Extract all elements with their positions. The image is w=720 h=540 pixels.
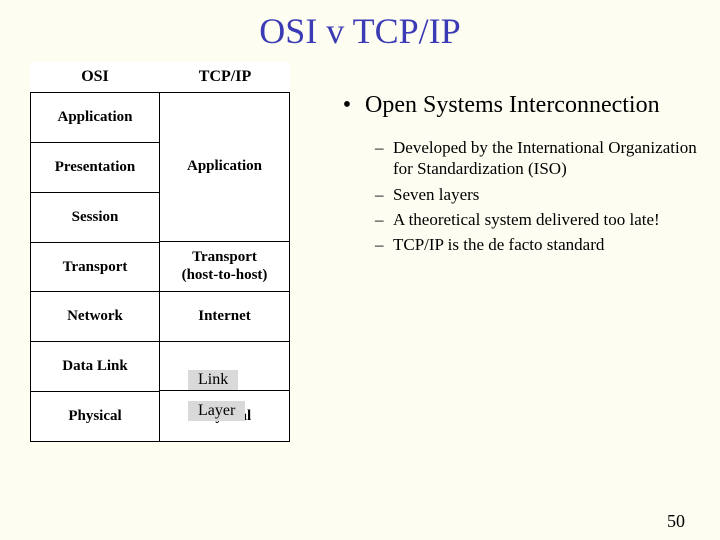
slide: OSI v TCP/IP OSI TCP/IP ApplicationPrese… <box>0 10 720 540</box>
sub-bullet-item: Developed by the International Organizat… <box>375 137 700 180</box>
sub-bullet-item: A theoretical system delivered too late! <box>375 209 700 230</box>
main-bullet-text: Open Systems Interconnection <box>365 92 660 119</box>
osi-layer-cell: Transport <box>31 243 159 293</box>
osi-layer-cell: Application <box>31 93 159 143</box>
osi-layer-cell: Network <box>31 292 159 342</box>
osi-layer-cell: Presentation <box>31 143 159 193</box>
header-tcpip: TCP/IP <box>160 62 290 92</box>
page-number: 50 <box>667 511 685 532</box>
main-bullet: • Open Systems Interconnection <box>335 92 700 119</box>
osi-layer-cell: Session <box>31 193 159 243</box>
diagram-header-row: OSI TCP/IP <box>30 62 290 92</box>
tcpip-layer-cell: Transport (host-to-host) <box>160 242 289 292</box>
tcpip-layer-cell: Internet <box>160 292 289 342</box>
bullet-dot-icon: • <box>335 92 359 119</box>
osi-column: ApplicationPresentationSessionTransportN… <box>30 92 160 442</box>
sub-bullet-item: TCP/IP is the de facto standard <box>375 234 700 255</box>
header-osi: OSI <box>30 62 160 92</box>
content-row: OSI TCP/IP ApplicationPresentationSessio… <box>0 52 720 442</box>
diagram-body: ApplicationPresentationSessionTransportN… <box>30 92 290 442</box>
osi-tcp-diagram: OSI TCP/IP ApplicationPresentationSessio… <box>30 62 290 442</box>
overlay-label: Layer <box>188 401 245 421</box>
diagram-column: OSI TCP/IP ApplicationPresentationSessio… <box>20 52 310 442</box>
osi-layer-cell: Data Link <box>31 342 159 392</box>
tcpip-layer-cell: Application <box>160 93 289 242</box>
sub-bullet-list: Developed by the International Organizat… <box>335 137 700 255</box>
text-column: • Open Systems Interconnection Developed… <box>310 52 700 442</box>
overlay-label: Link <box>188 370 238 390</box>
slide-title: OSI v TCP/IP <box>0 10 720 52</box>
sub-bullet-item: Seven layers <box>375 184 700 205</box>
osi-layer-cell: Physical <box>31 392 159 441</box>
